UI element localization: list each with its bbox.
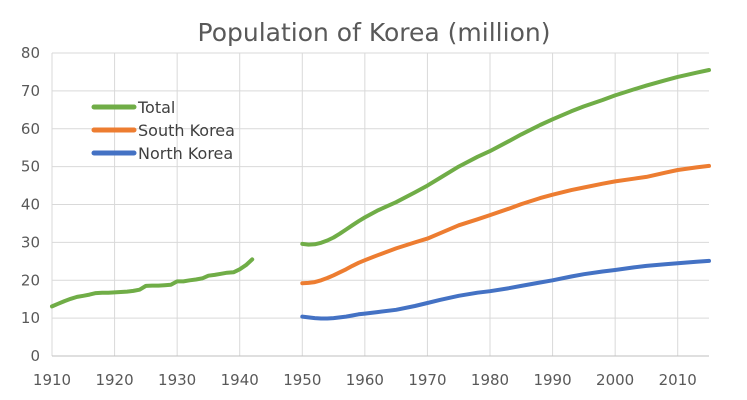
x-tick-label: 1990 — [533, 371, 571, 389]
x-tick-label: 2010 — [659, 371, 697, 389]
x-tick-label: 1970 — [408, 371, 446, 389]
series-line-north-korea-segment-1 — [300, 258, 711, 321]
legend-label-total: Total — [137, 98, 175, 117]
legend-label-south-korea: South Korea — [138, 121, 235, 140]
y-tick-label: 50 — [21, 158, 40, 176]
y-tick-label: 20 — [21, 271, 40, 289]
series-line-south-korea-segment-1 — [300, 163, 711, 286]
y-tick-label: 70 — [21, 82, 40, 100]
series-lines — [50, 68, 711, 321]
series-line-total-segment-2 — [300, 68, 711, 247]
series-line-total-segment-1 — [50, 257, 255, 309]
chart-title: Population of Korea (million) — [198, 18, 551, 47]
x-tick-label: 1940 — [221, 371, 259, 389]
x-tick-label: 1910 — [33, 371, 71, 389]
x-tick-label: 1930 — [158, 371, 196, 389]
legend-label-north-korea: North Korea — [138, 144, 233, 163]
x-tick-label: 1950 — [283, 371, 321, 389]
y-tick-label: 80 — [21, 44, 40, 62]
y-tick-label: 40 — [21, 196, 40, 214]
x-tick-label: 2000 — [596, 371, 634, 389]
y-tick-label: 30 — [21, 233, 40, 251]
y-axis-ticks: 0 10 20 30 40 50 60 70 80 — [21, 44, 40, 365]
y-tick-label: 10 — [21, 309, 40, 327]
x-tick-label: 1920 — [95, 371, 133, 389]
y-tick-label: 0 — [30, 347, 40, 365]
legend: Total South Korea North Korea — [91, 98, 235, 163]
x-tick-label: 1960 — [346, 371, 384, 389]
y-tick-label: 60 — [21, 120, 40, 138]
x-axis-ticks: 1910 1920 1930 1940 1950 1960 1970 1980 1990 2000… — [33, 371, 697, 389]
grid-lines — [51, 52, 709, 356]
x-tick-label: 1980 — [471, 371, 509, 389]
